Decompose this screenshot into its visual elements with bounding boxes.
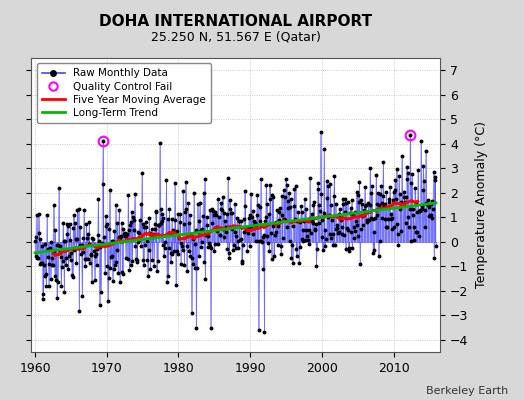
- Y-axis label: Temperature Anomaly (°C): Temperature Anomaly (°C): [475, 122, 488, 288]
- Text: Berkeley Earth: Berkeley Earth: [426, 386, 508, 396]
- Text: DOHA INTERNATIONAL AIRPORT: DOHA INTERNATIONAL AIRPORT: [99, 14, 373, 29]
- Text: 25.250 N, 51.567 E (Qatar): 25.250 N, 51.567 E (Qatar): [151, 30, 321, 43]
- Legend: Raw Monthly Data, Quality Control Fail, Five Year Moving Average, Long-Term Tren: Raw Monthly Data, Quality Control Fail, …: [37, 63, 211, 123]
